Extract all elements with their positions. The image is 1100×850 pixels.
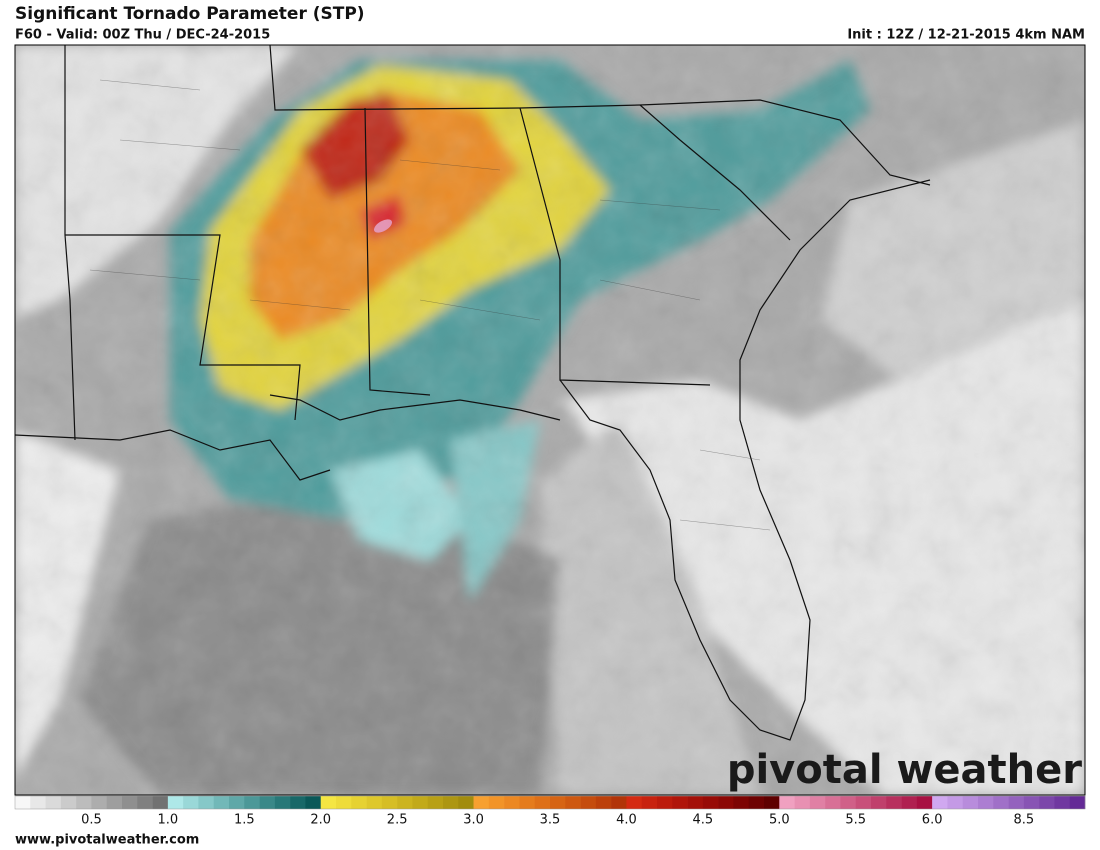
- colorbar-swatch: [809, 796, 826, 809]
- colorbar-swatch: [718, 796, 734, 809]
- colorbar-swatch: [76, 796, 92, 809]
- colorbar-label: 2.5: [387, 813, 408, 828]
- colorbar-swatch: [611, 796, 627, 809]
- colorbar-label: 0.5: [81, 813, 102, 828]
- colorbar-swatch: [351, 796, 367, 809]
- colorbar-label: 2.0: [310, 813, 331, 828]
- colorbar-swatch: [871, 796, 887, 809]
- colorbar-swatch: [886, 796, 902, 809]
- colorbar-swatch: [274, 796, 291, 809]
- colorbar-swatch: [198, 796, 215, 809]
- colorbar-swatch: [213, 796, 230, 809]
- colorbar-swatch: [702, 796, 719, 809]
- colorbar-swatch: [259, 796, 276, 809]
- colorbar-swatch: [45, 796, 62, 809]
- colorbar-swatch: [167, 796, 184, 809]
- colorbar-swatch: [473, 796, 490, 809]
- colorbar-swatch: [1069, 796, 1086, 809]
- colorbar-swatch: [397, 796, 413, 809]
- colorbar-swatch: [978, 796, 994, 809]
- colorbar-swatch: [504, 796, 520, 809]
- colorbar-swatch: [962, 796, 979, 809]
- colorbar-swatch: [122, 796, 138, 809]
- colorbar-label: 4.5: [693, 813, 714, 828]
- init-time: Init : 12Z / 12-21-2015 4km NAM: [847, 28, 1085, 43]
- colorbar-swatch: [458, 796, 474, 809]
- colorbar-swatch: [947, 796, 964, 809]
- colorbar-swatch: [901, 796, 918, 809]
- colorbar-swatch: [672, 796, 688, 809]
- colorbar-swatch: [290, 796, 306, 809]
- colorbar-swatch: [825, 796, 841, 809]
- colorbar-swatch: [30, 796, 46, 809]
- colorbar-swatch: [565, 796, 581, 809]
- logo: pivotal weather: [727, 747, 1082, 793]
- colorbar-swatch: [244, 796, 260, 809]
- colorbar-label: 8.5: [1014, 813, 1035, 828]
- colorbar-swatch: [1023, 796, 1040, 809]
- colorbar-swatch: [855, 796, 872, 809]
- colorbar-swatch: [15, 796, 31, 809]
- colorbar-swatch: [137, 796, 153, 809]
- colorbar-label: 5.5: [845, 813, 866, 828]
- colorbar-swatch: [336, 796, 352, 809]
- colorbar-label: 6.0: [922, 813, 943, 828]
- colorbar-swatch: [488, 796, 505, 809]
- colorbar-swatch: [779, 796, 795, 809]
- colorbar-swatch: [534, 796, 551, 809]
- colorbar-swatch: [183, 796, 199, 809]
- colorbar-swatch: [412, 796, 429, 809]
- map: [15, 45, 1085, 795]
- title: Significant Tornado Parameter (STP): [15, 4, 365, 24]
- colorbar-swatch: [381, 796, 398, 809]
- colorbar-swatch: [916, 796, 933, 809]
- colorbar-label: 1.0: [158, 813, 179, 828]
- colorbar-swatch: [657, 796, 673, 809]
- colorbar-swatch: [427, 796, 444, 809]
- colorbar-swatch: [1039, 796, 1055, 809]
- colorbar-swatch: [519, 796, 536, 809]
- colorbar-label: 3.0: [463, 813, 484, 828]
- map-frame: [14, 44, 1086, 796]
- colorbar-label: 5.0: [769, 813, 790, 828]
- colorbar-swatch: [60, 796, 77, 809]
- subtitle: F60 - Valid: 00Z Thu / DEC-24-2015: [15, 28, 270, 43]
- colorbar-swatch: [595, 796, 612, 809]
- footer-url: www.pivotalweather.com: [15, 833, 199, 848]
- colorbar-swatch: [626, 796, 643, 809]
- colorbar-label: 4.0: [616, 813, 637, 828]
- colorbar-swatch: [764, 796, 780, 809]
- colorbar-label: 3.5: [540, 813, 561, 828]
- colorbar-label: 1.5: [234, 813, 255, 828]
- colorbar-frame: [14, 795, 1086, 810]
- colorbar-swatch: [932, 796, 948, 809]
- colorbar-swatch: [641, 796, 658, 809]
- colorbar-swatch: [91, 796, 108, 809]
- colorbar-swatch: [305, 796, 322, 809]
- colorbar-swatch: [106, 796, 123, 809]
- colorbar-swatch: [748, 796, 765, 809]
- colorbar-swatch: [1008, 796, 1025, 809]
- colorbar-swatch: [840, 796, 857, 809]
- colorbar-swatch: [993, 796, 1009, 809]
- colorbar-swatch: [580, 796, 597, 809]
- colorbar-swatch: [320, 796, 337, 809]
- colorbar-swatch: [794, 796, 811, 809]
- colorbar-swatch: [229, 796, 245, 809]
- colorbar-swatch: [550, 796, 566, 809]
- colorbar-swatch: [687, 796, 704, 809]
- colorbar-swatch: [1054, 796, 1071, 809]
- colorbar-swatch: [152, 796, 169, 809]
- colorbar: 0.5 1.0 1.5 2.0 2.5 3.0 3.5 4.0 4.5 5.0 5.5 6.0 8.5: [14, 795, 1086, 828]
- colorbar-swatch: [443, 796, 459, 809]
- colorbar-swatch: [733, 796, 750, 809]
- colorbar-swatch: [366, 796, 383, 809]
